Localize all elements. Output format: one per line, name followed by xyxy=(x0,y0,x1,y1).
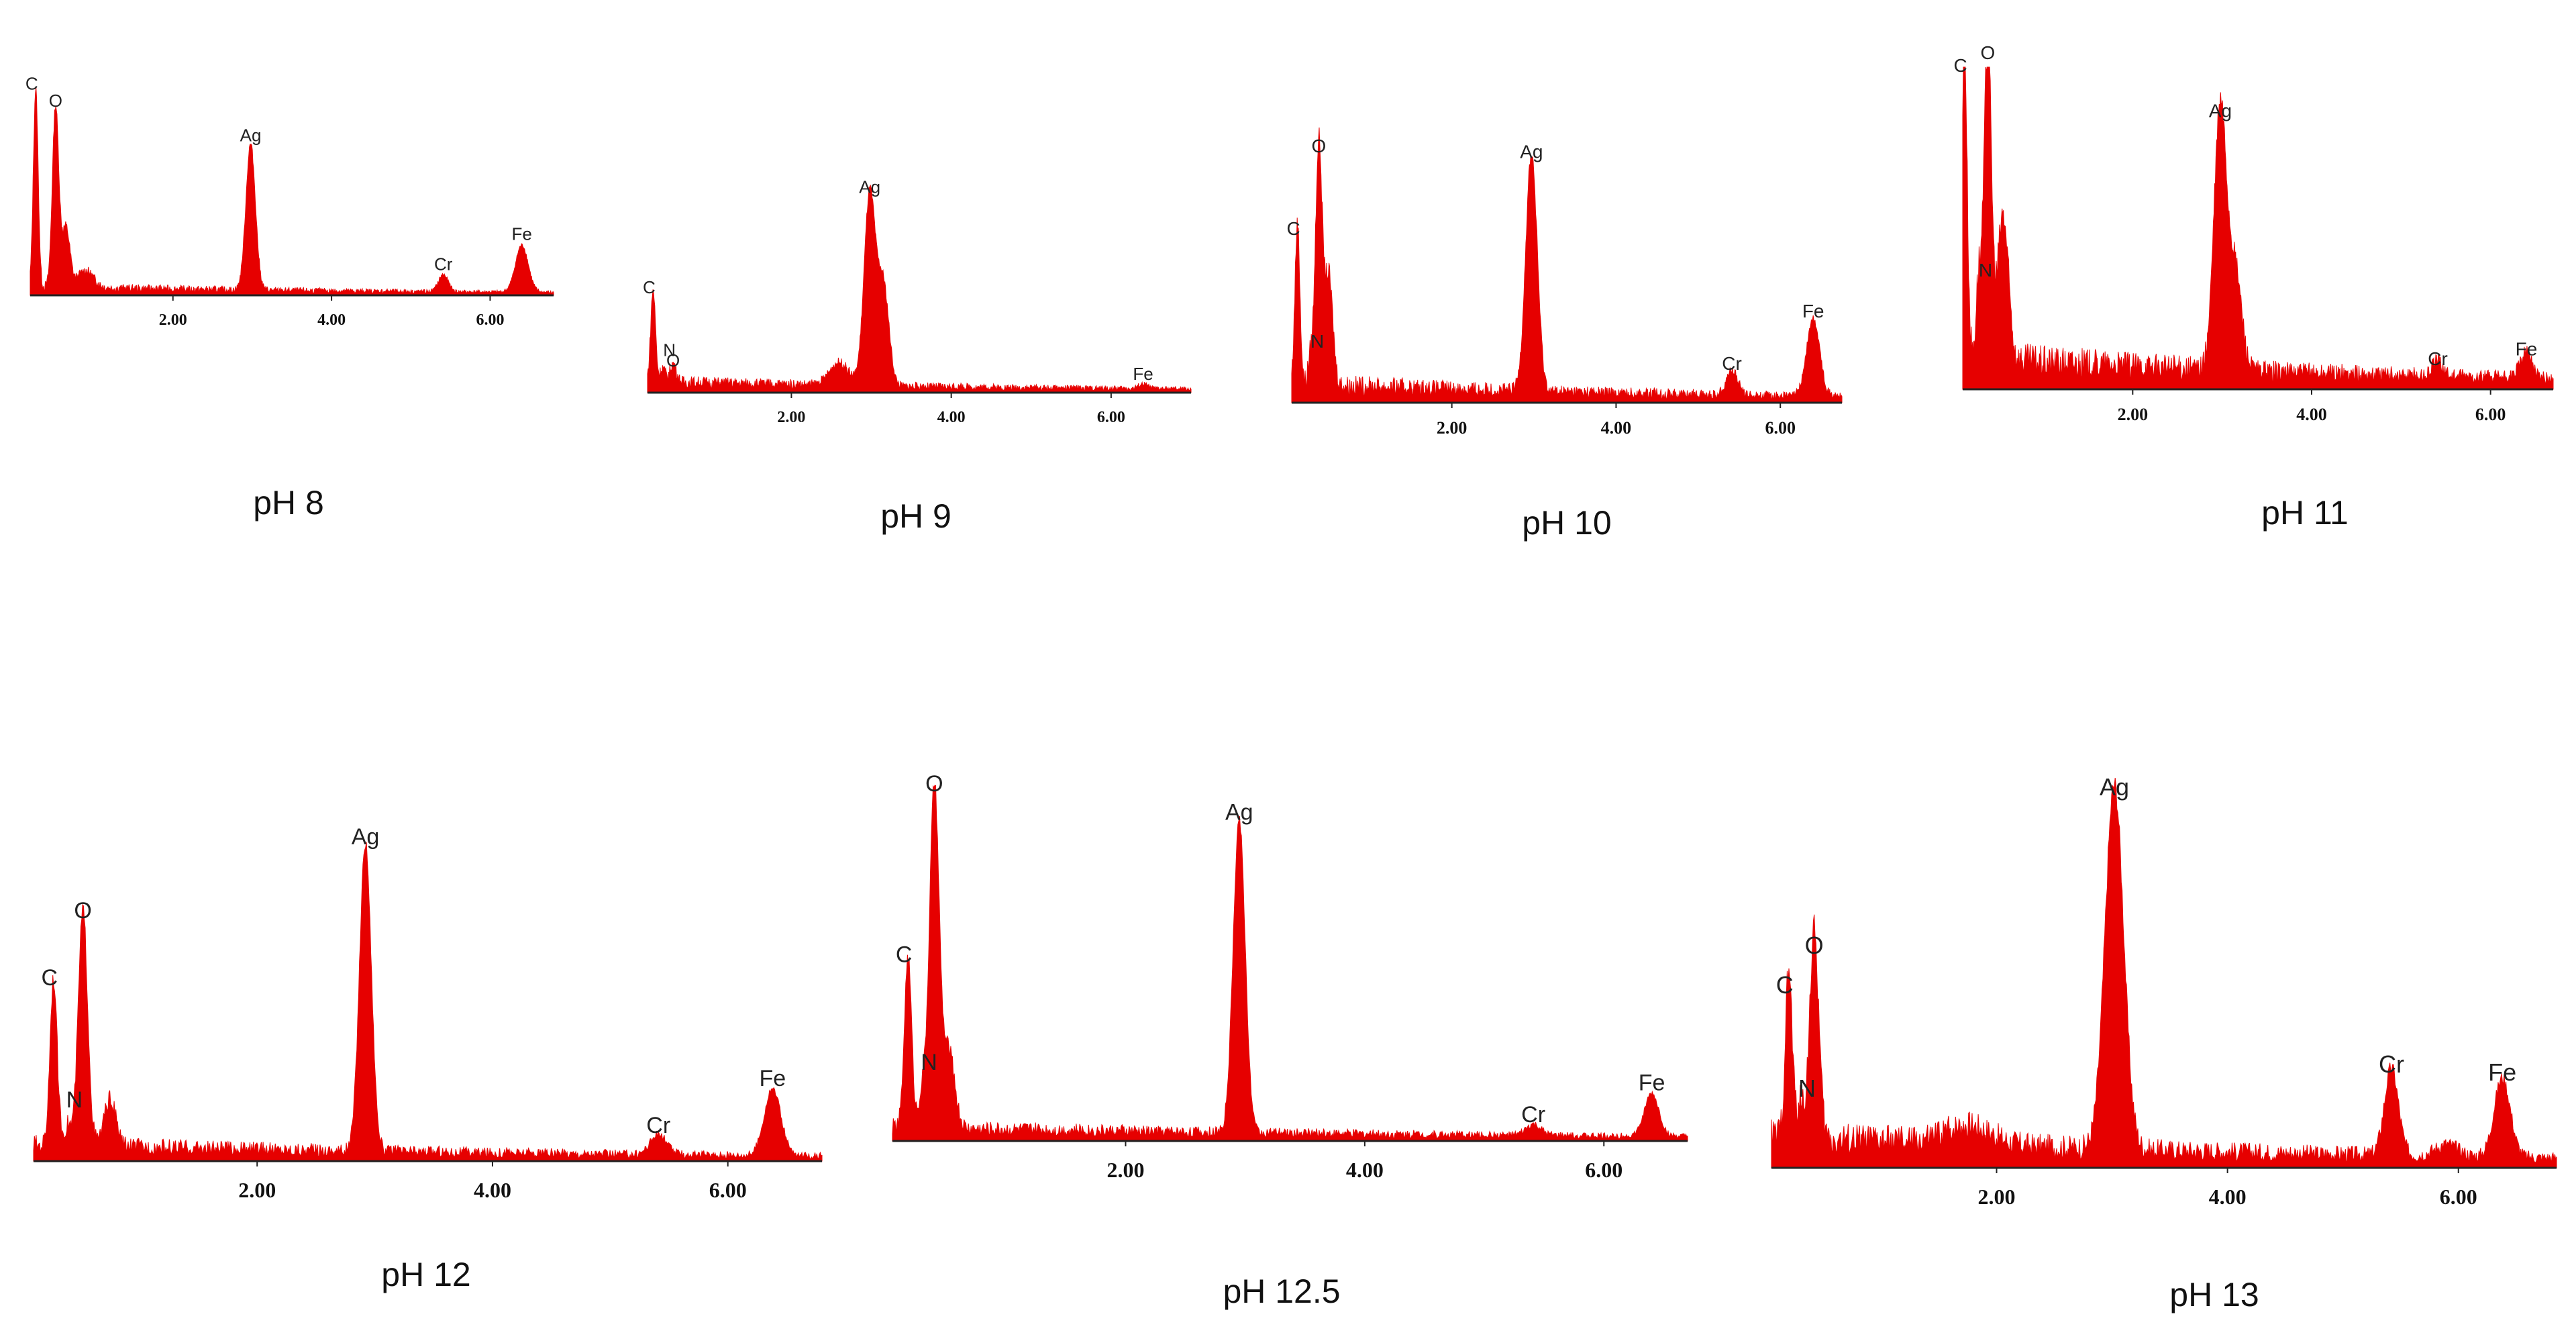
peak-label-ag: Ag xyxy=(2100,773,2129,801)
spectrum-area xyxy=(33,842,823,1162)
peak-label-o: O xyxy=(1980,42,1995,63)
spectrum-area xyxy=(30,87,554,296)
peak-label-fe: Fe xyxy=(1639,1070,1665,1095)
spectrum-panel-ph11: 2.00 4.00 6.00 C N O Ag Cr Fe pH 11 xyxy=(0,0,2576,537)
spectrum-panel-ph12-5: 2.00 4.00 6.00 C N O Ag Cr Fe pH 12.5 xyxy=(0,725,1745,1310)
x-tick-label: 6.00 xyxy=(709,1178,747,1202)
x-tick-label: 4.00 xyxy=(937,409,966,426)
peak-label-ag: Ag xyxy=(1520,141,1543,162)
spectrum-chart: 2.00 4.00 6.00 C N O Ag Cr Fe xyxy=(1771,773,2557,1209)
x-tick-label: 4.00 xyxy=(474,1178,511,1202)
peak-label-fe: Fe xyxy=(1802,301,1824,321)
peak-label-n: N xyxy=(663,340,676,360)
x-tick-label: 6.00 xyxy=(476,311,504,329)
x-tick-label: 4.00 xyxy=(2209,1185,2247,1209)
x-tick-label: 6.00 xyxy=(1585,1158,1622,1182)
peak-label-n: N xyxy=(66,1087,83,1113)
peak-label-cr: Cr xyxy=(2428,348,2448,369)
peak-label-c: C xyxy=(643,277,656,297)
peak-label-c: C xyxy=(1286,218,1300,239)
peak-label-cr: Cr xyxy=(1521,1102,1545,1128)
peak-label-cr: Cr xyxy=(2379,1050,2404,1078)
peak-label-o: O xyxy=(666,350,680,370)
spectrum-chart: 2.00 4.00 6.00 C N O Ag Cr Fe xyxy=(1286,127,1843,438)
peak-label-fe: Fe xyxy=(2516,339,2538,360)
spectrum-area xyxy=(1771,777,2557,1168)
spectrum-panel-ph8: 2.00 4.00 6.00 C O Ag Cr Fe pH 8 xyxy=(0,74,554,521)
peak-label-ag: Ag xyxy=(859,177,880,197)
spectrum-area xyxy=(892,785,1688,1142)
peak-label-cr: Cr xyxy=(434,254,453,274)
x-tick-label: 4.00 xyxy=(317,311,346,329)
x-tick-label: 4.00 xyxy=(1346,1158,1384,1182)
panel-caption: pH 13 xyxy=(2169,1276,2259,1313)
peak-label-ag: Ag xyxy=(1225,800,1253,826)
peak-label-c: C xyxy=(896,942,913,968)
peak-label-c: C xyxy=(42,965,58,991)
panel-caption: pH 10 xyxy=(1522,504,1612,542)
x-tick-label: 6.00 xyxy=(1765,418,1796,438)
x-tick-label: 4.00 xyxy=(2296,405,2327,424)
spectrum-panel-ph10: 2.00 4.00 6.00 C N O Ag Cr Fe pH 10 xyxy=(0,0,1879,542)
spectrum-area xyxy=(1291,127,1843,403)
panel-caption: pH 11 xyxy=(2261,494,2349,532)
spectrum-chart: 2.00 4.00 6.00 CO Ag Cr Fe xyxy=(25,74,554,329)
x-tick-label: 2.00 xyxy=(1978,1185,2016,1209)
spectrum-area xyxy=(1962,66,2554,390)
spectrum-chart: 2.00 4.00 6.00 C N O Ag Cr Fe xyxy=(33,824,823,1202)
peak-label-o: O xyxy=(1805,932,1824,959)
peak-label-cr: Cr xyxy=(646,1113,670,1138)
spectrum-panel-ph13: 2.00 4.00 6.00 C N O Ag Cr Fe pH 13 xyxy=(0,738,2576,1313)
panel-caption: pH 12 xyxy=(381,1256,471,1293)
x-tick-label: 2.00 xyxy=(1106,1158,1144,1182)
peak-label-ag: Ag xyxy=(352,824,380,850)
peak-label-c: C xyxy=(1776,971,1794,999)
x-tick-label: 2.00 xyxy=(159,311,187,329)
x-tick-label: 2.00 xyxy=(1437,418,1467,438)
peak-label-fe: Fe xyxy=(512,224,532,244)
peak-label-n: N xyxy=(1798,1075,1816,1102)
spectrum-panel-ph9: 2.00 4.00 6.00 C O N Ag Fe pH 9 xyxy=(0,0,1208,537)
spectrum-chart: 2.00 4.00 6.00 C N O Ag Cr Fe xyxy=(892,771,1688,1182)
panel-caption: pH 8 xyxy=(253,484,324,521)
spectrum-chart: 2.00 4.00 6.00 C N O Ag Cr Fe xyxy=(1954,42,2554,424)
peak-label-n: N xyxy=(921,1050,937,1075)
peak-label-o: O xyxy=(1311,136,1326,156)
x-tick-label: 6.00 xyxy=(2440,1185,2477,1209)
x-tick-label: 2.00 xyxy=(2118,405,2149,424)
peak-label-cr: Cr xyxy=(1722,353,1742,374)
peak-label-fe: Fe xyxy=(759,1066,786,1091)
peak-label-o: O xyxy=(925,771,943,797)
x-tick-label: 2.00 xyxy=(238,1178,276,1202)
panel-caption: pH 12.5 xyxy=(1223,1273,1341,1310)
peak-label-ag: Ag xyxy=(240,125,262,145)
x-tick-label: 4.00 xyxy=(1601,418,1632,438)
spectrum-chart: 2.00 4.00 6.00 C ON Ag Fe xyxy=(643,177,1192,426)
panel-caption: pH 9 xyxy=(880,497,951,535)
peak-label-n: N xyxy=(1310,331,1324,352)
peak-label-ag: Ag xyxy=(2209,100,2232,121)
spectrum-area xyxy=(647,185,1192,393)
peak-label-c: C xyxy=(25,74,38,94)
x-tick-label: 6.00 xyxy=(2475,405,2506,424)
peak-label-fe: Fe xyxy=(1133,364,1153,384)
peak-label-c: C xyxy=(1954,55,1967,76)
spectrum-panel-ph12: 2.00 4.00 6.00 C N O Ag Cr Fe pH 12 xyxy=(0,772,872,1309)
x-tick-label: 2.00 xyxy=(777,409,805,426)
peak-label-o: O xyxy=(49,91,62,111)
peak-label-n: N xyxy=(1979,260,1992,281)
x-tick-label: 6.00 xyxy=(1097,409,1125,426)
peak-label-o: O xyxy=(74,898,91,924)
peak-label-fe: Fe xyxy=(2488,1058,2516,1086)
